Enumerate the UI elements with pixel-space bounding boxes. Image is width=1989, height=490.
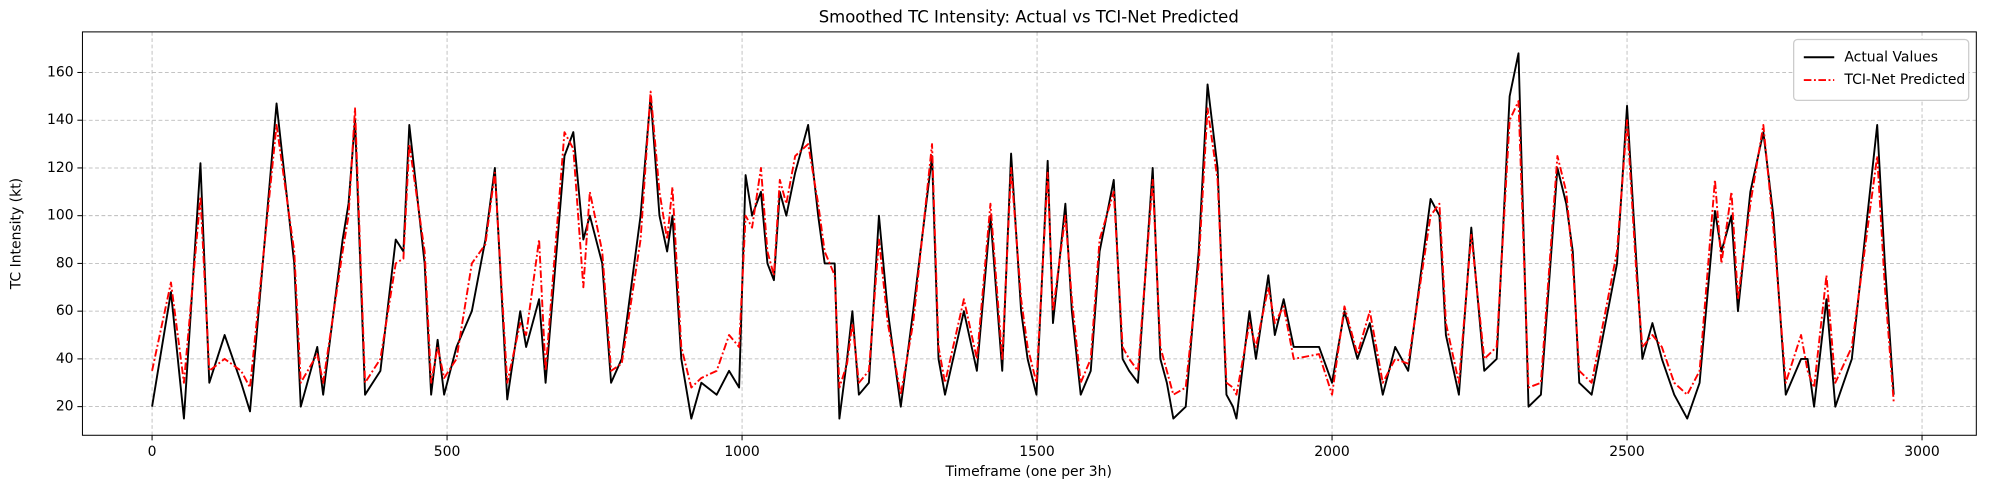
y-tick-label: 40 [56, 351, 74, 367]
y-tick-label: 20 [56, 399, 74, 415]
series-line [151, 52, 1895, 420]
x-tick-label: 3000 [1904, 444, 1939, 460]
x-tick-label: 2500 [1609, 444, 1644, 460]
y-tick-label: 160 [47, 64, 74, 80]
x-tick-label: 2000 [1314, 444, 1349, 460]
plot-frame [81, 31, 1977, 436]
y-tick-label: 120 [47, 160, 74, 176]
chart-title: Smoothed TC Intensity: Actual vs TCI-Net… [819, 7, 1239, 26]
x-tick-label: 500 [434, 444, 461, 460]
y-tick-label: 80 [56, 255, 74, 271]
legend-box [1793, 38, 1970, 102]
legend-label: Actual Values [1844, 49, 1938, 65]
y-tick-label: 100 [47, 208, 74, 224]
legend-label: TCI-Net Predicted [1843, 72, 1965, 88]
x-tick-label: 0 [148, 444, 157, 460]
y-axis-label: TC Intensity (kt) [8, 178, 24, 290]
y-tick-label: 60 [56, 303, 74, 319]
x-tick-label: 1500 [1019, 444, 1054, 460]
series-line [151, 90, 1895, 402]
x-tick-label: 1000 [724, 444, 759, 460]
x-axis-label: Timeframe (one per 3h) [945, 464, 1112, 480]
y-tick-label: 140 [47, 112, 74, 128]
